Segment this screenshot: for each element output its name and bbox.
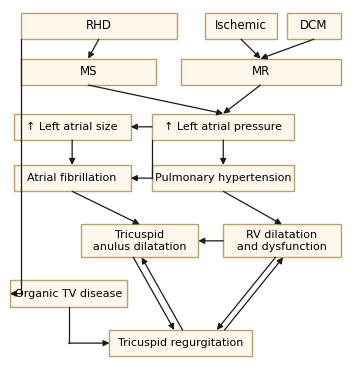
Text: RHD: RHD: [86, 20, 112, 32]
FancyBboxPatch shape: [287, 13, 341, 39]
FancyBboxPatch shape: [205, 13, 276, 39]
FancyBboxPatch shape: [223, 224, 341, 257]
Text: Pulmonary hypertension: Pulmonary hypertension: [155, 173, 292, 183]
Text: ↑ Left atrial pressure: ↑ Left atrial pressure: [164, 122, 282, 132]
FancyBboxPatch shape: [152, 165, 294, 191]
FancyBboxPatch shape: [109, 330, 252, 356]
FancyBboxPatch shape: [14, 114, 131, 140]
Text: RV dilatation
and dysfunction: RV dilatation and dysfunction: [237, 230, 327, 252]
Text: Tricuspid
anulus dilatation: Tricuspid anulus dilatation: [93, 230, 186, 252]
FancyBboxPatch shape: [14, 165, 131, 191]
FancyBboxPatch shape: [152, 114, 294, 140]
Text: ↑ Left atrial size: ↑ Left atrial size: [27, 122, 118, 132]
FancyBboxPatch shape: [10, 280, 127, 307]
Text: Atrial fibrillation: Atrial fibrillation: [28, 173, 117, 183]
FancyBboxPatch shape: [20, 59, 156, 85]
FancyBboxPatch shape: [20, 13, 177, 39]
Text: Organic TV disease: Organic TV disease: [15, 289, 122, 298]
FancyBboxPatch shape: [81, 224, 199, 257]
Text: MS: MS: [79, 65, 97, 78]
FancyBboxPatch shape: [181, 59, 341, 85]
Text: MR: MR: [251, 65, 270, 78]
Text: Tricuspid regurgitation: Tricuspid regurgitation: [118, 338, 243, 348]
Text: Ischemic: Ischemic: [215, 20, 267, 32]
Text: DCM: DCM: [300, 20, 328, 32]
